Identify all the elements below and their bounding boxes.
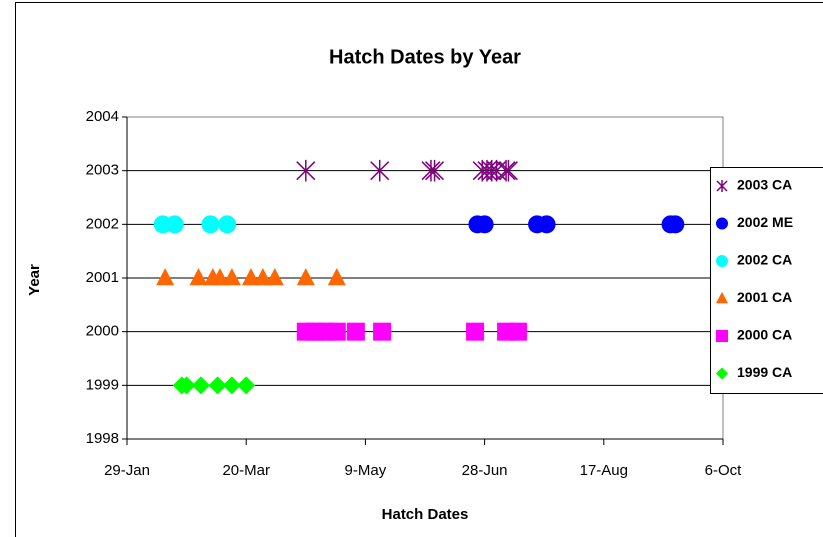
marker [296, 159, 316, 182]
marker [716, 255, 728, 267]
legend-label: 2003 CA [737, 177, 792, 193]
legend-label: 2001 CA [737, 289, 792, 305]
marker [327, 268, 346, 286]
marker [508, 322, 527, 341]
marker [537, 215, 556, 234]
y-axis-label: Year [26, 264, 43, 296]
marker [472, 159, 492, 182]
marker [222, 376, 241, 395]
y-tick-label: 1998 [86, 430, 119, 447]
marker [425, 159, 445, 182]
marker [482, 159, 502, 182]
marker [373, 322, 392, 341]
y-tick-label: 2004 [86, 108, 119, 125]
marker [253, 268, 272, 286]
marker [237, 376, 256, 395]
y-tick-label: 2000 [86, 323, 119, 340]
legend-label: 2002 CA [737, 252, 792, 268]
marker [177, 376, 196, 395]
legend [710, 167, 823, 394]
x-axis-label: Hatch Dates [382, 506, 469, 523]
marker [210, 268, 229, 286]
marker [346, 322, 365, 341]
y-tick-label: 2001 [86, 269, 119, 286]
x-tick-label: 9-May [345, 462, 387, 479]
marker [716, 291, 728, 304]
marker [466, 322, 485, 341]
x-tick-label: 17-Aug [580, 462, 628, 479]
marker [165, 215, 184, 234]
legend-label: 2000 CA [737, 327, 792, 343]
x-tick-label: 29-Jan [104, 462, 150, 479]
marker [716, 180, 728, 192]
marker [496, 159, 516, 182]
marker [191, 376, 210, 395]
legend-label: 2002 ME [737, 214, 793, 230]
marker [475, 215, 494, 234]
marker [241, 268, 260, 286]
marker [327, 322, 346, 341]
x-tick-label: 6-Oct [705, 462, 743, 479]
marker [218, 215, 237, 234]
marker [156, 268, 175, 286]
marker [477, 159, 497, 182]
marker [421, 159, 441, 182]
marker [265, 268, 284, 286]
marker [716, 330, 728, 342]
x-tick-label: 28-Jun [462, 462, 508, 479]
x-tick-label: 20-Mar [222, 462, 270, 479]
marker [498, 159, 518, 182]
marker [296, 268, 315, 286]
y-tick-label: 2002 [86, 215, 119, 232]
marker [222, 268, 241, 286]
marker [189, 268, 208, 286]
y-tick-label: 1999 [86, 376, 119, 393]
marker [201, 215, 220, 234]
legend-label: 1999 CA [737, 364, 792, 380]
marker [666, 215, 685, 234]
marker [716, 217, 728, 230]
marker [716, 367, 728, 380]
marker [370, 159, 390, 182]
marker [208, 376, 227, 395]
chart-title: Hatch Dates by Year [329, 46, 521, 68]
y-tick-label: 2003 [86, 162, 119, 179]
